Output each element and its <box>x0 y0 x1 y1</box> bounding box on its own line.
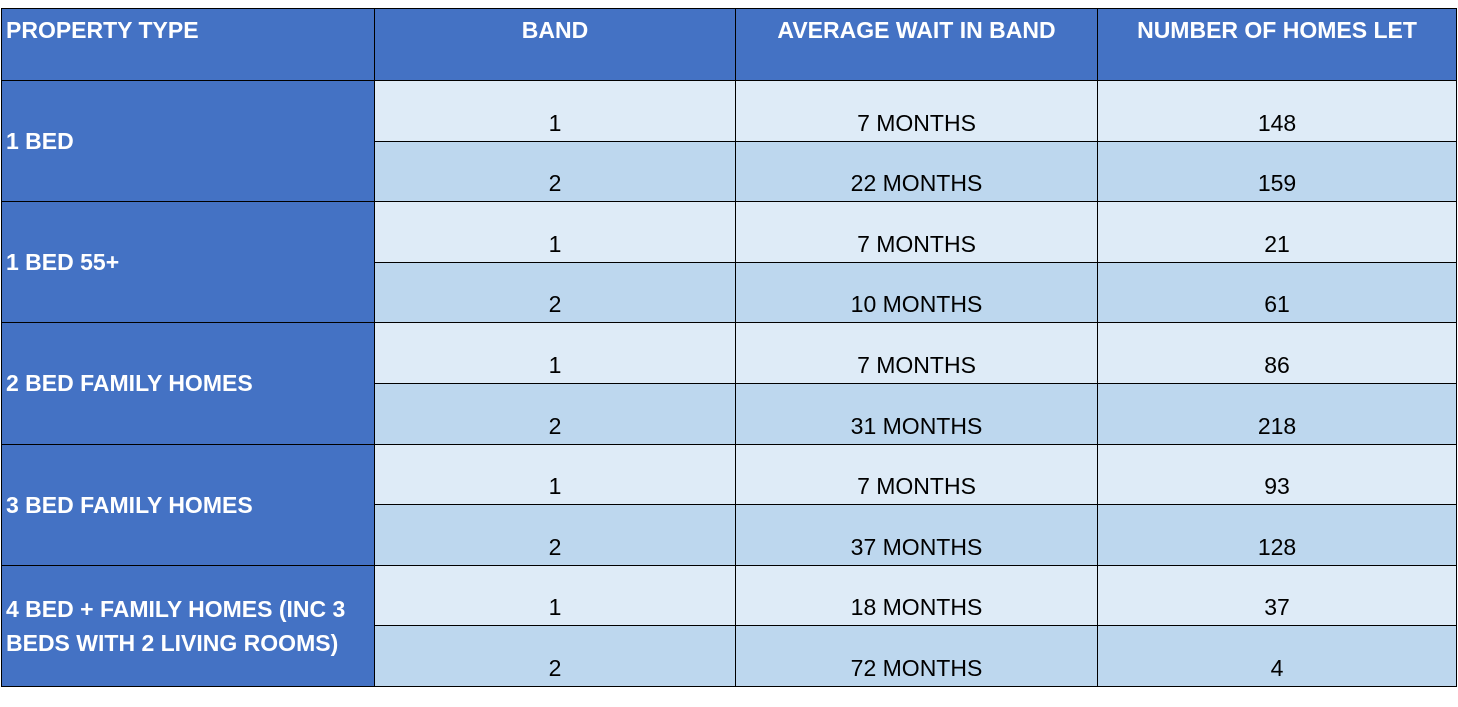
band: 1 <box>374 322 736 384</box>
homes-let: 61 <box>1097 261 1457 324</box>
header-cell: BAND <box>374 8 736 81</box>
average-wait: 10 MONTHS <box>735 261 1098 324</box>
average-wait: 7 MONTHS <box>735 201 1098 263</box>
band: 1 <box>374 201 736 263</box>
homes-let: 218 <box>1097 382 1457 445</box>
header-row: PROPERTY TYPE BAND AVERAGE WAIT IN BAND NUM… <box>1 8 1457 81</box>
average-wait: 37 MONTHS <box>735 504 1098 566</box>
data-row: 2 22 MONTHS 159 <box>2 140 1457 203</box>
header-cell: PROPERTY TYPE <box>1 8 375 81</box>
band: 2 <box>374 625 736 687</box>
homes-let: 37 <box>1097 564 1457 627</box>
property-type: 2 BED FAMILY HOMES <box>1 322 375 445</box>
band: 1 <box>374 564 736 627</box>
table-body: 1 BED 1 7 MONTHS 148 2 22 MONTHS 159 1 BED 55+ 1… <box>1 79 1457 687</box>
band: 2 <box>374 382 736 445</box>
data-row: 1 BED 55+ 1 7 MONTHS 21 <box>1 201 1457 324</box>
header-cell: NUMBER OF HOMES LET <box>1097 8 1457 81</box>
band: 2 <box>374 140 736 203</box>
data-row: 2 31 MONTHS 218 <box>2 382 1457 445</box>
homes-let: 148 <box>1097 80 1457 142</box>
data-row: 3 BED FAMILY HOMES 1 7 MONTHS 93 <box>1 443 1457 566</box>
property-type: 1 BED 55+ <box>1 201 375 324</box>
data-row: 2 10 MONTHS 61 <box>2 261 1457 324</box>
band: 2 <box>374 504 736 566</box>
homes-let: 21 <box>1097 201 1457 263</box>
homes-let: 159 <box>1097 140 1457 203</box>
average-wait: 7 MONTHS <box>735 322 1098 384</box>
homes-let: 4 <box>1097 625 1457 687</box>
average-wait: 7 MONTHS <box>735 80 1098 142</box>
data-row: 2 BED FAMILY HOMES 1 7 MONTHS 86 <box>1 322 1457 445</box>
property-type: 3 BED FAMILY HOMES <box>1 443 375 566</box>
average-wait: 18 MONTHS <box>735 564 1098 627</box>
wait-table: PROPERTY TYPE BAND AVERAGE WAIT IN BAND NUM… <box>1 8 1457 687</box>
data-row: 2 37 MONTHS 128 <box>2 504 1457 566</box>
band: 1 <box>374 443 736 506</box>
data-row: 2 72 MONTHS 4 <box>2 625 1457 687</box>
band: 1 <box>374 80 736 142</box>
property-type: 4 BED + FAMILY HOMES (INC 3 BEDS WITH 2 … <box>1 564 375 687</box>
data-row: 1 BED 1 7 MONTHS 148 <box>1 79 1457 203</box>
header-cell: AVERAGE WAIT IN BAND <box>735 8 1098 81</box>
homes-let: 128 <box>1097 504 1457 566</box>
average-wait: 31 MONTHS <box>735 382 1098 445</box>
homes-let: 93 <box>1097 443 1457 506</box>
band: 2 <box>374 261 736 324</box>
homes-let: 86 <box>1097 322 1457 384</box>
average-wait: 72 MONTHS <box>735 625 1098 687</box>
data-row: 4 BED + FAMILY HOMES (INC 3 BEDS WITH 2 … <box>1 564 1457 687</box>
average-wait: 22 MONTHS <box>735 140 1098 203</box>
average-wait: 7 MONTHS <box>735 443 1098 506</box>
property-type: 1 BED <box>1 79 375 203</box>
